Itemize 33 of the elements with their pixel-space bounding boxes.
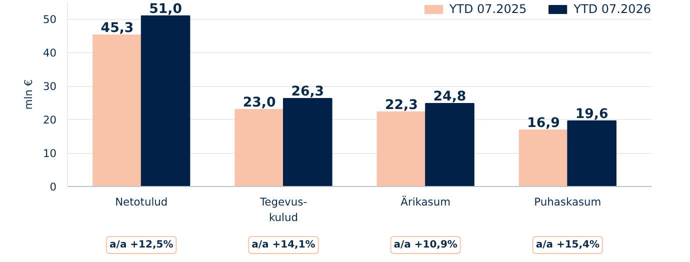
y-tick-label: 30	[42, 80, 57, 94]
data-label: 23,0	[242, 96, 276, 111]
text: a/a +14,1%	[252, 240, 316, 250]
y-tick-label: 0	[50, 180, 57, 194]
bar	[425, 103, 474, 186]
y-axis-title: mln €	[22, 79, 35, 110]
x-tick-label: Puhaskasum	[534, 196, 602, 208]
bar	[92, 34, 142, 186]
y-tick-label: 10	[42, 147, 57, 160]
legend-label: YTD 07.2026	[574, 2, 651, 16]
data-label: 24,8	[433, 90, 466, 105]
bar	[376, 111, 426, 186]
bar	[140, 15, 190, 186]
data-label: 16,9	[527, 116, 560, 131]
x-tick-label: Netotulud	[115, 196, 168, 208]
bar	[282, 98, 332, 186]
bar	[518, 129, 568, 186]
bar	[567, 120, 616, 186]
bar	[234, 109, 284, 186]
text: a/a +10,9%	[394, 240, 458, 250]
x-tick-label: Ärikasum	[400, 196, 450, 208]
text: a/a +15,4%	[536, 240, 600, 250]
data-label: 19,6	[575, 106, 608, 122]
y-tick-label: 40	[42, 46, 57, 60]
data-label: 51,0	[149, 2, 182, 17]
y-tick-label: 50	[42, 13, 57, 26]
legend-label: YTD 07.2025	[449, 2, 527, 16]
data-label: 26,3	[291, 84, 324, 100]
text: a/a +12,5%	[110, 240, 174, 250]
data-label: 22,3	[384, 98, 418, 113]
x-tick-label: Tegevus- kulud	[258, 196, 308, 224]
y-tick-label: 20	[42, 114, 57, 127]
data-label: 45,3	[100, 20, 134, 36]
